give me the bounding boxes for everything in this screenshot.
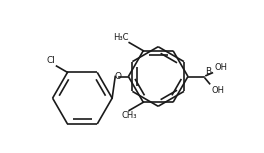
Text: B: B <box>205 67 211 76</box>
Text: O: O <box>115 72 122 81</box>
Text: CH₃: CH₃ <box>121 111 137 120</box>
Text: OH: OH <box>211 86 224 95</box>
Text: Cl: Cl <box>47 56 56 65</box>
Text: OH: OH <box>214 63 227 72</box>
Text: H₃C: H₃C <box>113 33 128 42</box>
